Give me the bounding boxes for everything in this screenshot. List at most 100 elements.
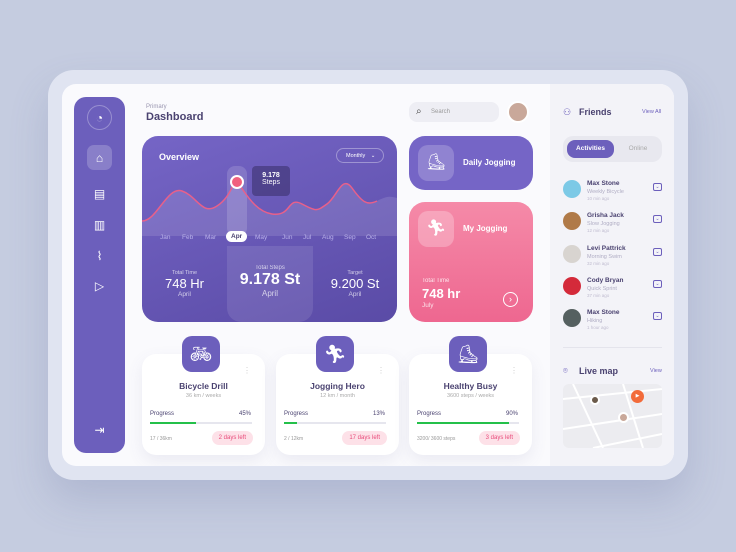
period-dropdown[interactable]: Monthly ⌄ xyxy=(336,148,384,163)
progress-percent: 45% xyxy=(238,411,251,417)
map-roads xyxy=(563,384,662,448)
friends-icon: ⚇ xyxy=(563,107,572,117)
month-label[interactable]: May xyxy=(255,234,268,241)
activity-detail: 3200/ 3600 steps xyxy=(417,436,456,442)
days-left-badge: 3 days left xyxy=(478,431,520,445)
message-icon[interactable]: ⌄ xyxy=(653,183,662,191)
divider xyxy=(563,347,662,348)
more-icon[interactable]: ⋮ xyxy=(377,366,385,375)
friend-map-marker[interactable] xyxy=(590,395,600,405)
month-label[interactable]: Jul xyxy=(303,234,312,241)
overview-title: Overview xyxy=(159,152,200,162)
avatar xyxy=(563,245,581,263)
message-icon[interactable]: ⌄ xyxy=(653,248,662,256)
runner-icon: 🏃︎ xyxy=(418,211,454,247)
my-jogging-label: My Jogging xyxy=(463,224,508,233)
activity-title: Bicycle Drill xyxy=(179,381,228,391)
month-label[interactable]: Aug xyxy=(322,234,334,241)
progress-bar xyxy=(150,422,252,424)
progress-bar xyxy=(417,422,519,424)
chart-tooltip: 9.178 Steps xyxy=(252,166,290,196)
friend-item[interactable]: Max Stone Weekly Bicycle 10 min ago ⌄ xyxy=(563,180,663,204)
chart-icon[interactable]: ▥ xyxy=(93,217,106,232)
overview-card: Overview Monthly ⌄ 9.178 Steps Jan Feb M… xyxy=(142,136,397,322)
days-left-badge: 2 days left xyxy=(211,431,253,445)
bicycle-icon: 🚲︎ xyxy=(182,336,220,372)
dashboard-panel: ◔ ⌂ ▤ ▥ ⌇ ▷ ⇥ Primary Dashboard ⌕ Search… xyxy=(62,84,674,466)
location-pin-icon: ⌾ xyxy=(563,366,568,375)
activity-detail: 2 / 12km xyxy=(284,436,304,442)
activity-card[interactable]: ⛸ ⋮ Healthy Busy 3600 steps / weeks Prog… xyxy=(409,336,532,455)
my-jogging-value: 748 hr xyxy=(422,286,461,301)
view-map-link[interactable]: View xyxy=(650,368,662,374)
play-icon[interactable]: ▷ xyxy=(94,278,105,293)
live-map[interactable]: ▶ xyxy=(563,384,662,448)
friends-title: Friends xyxy=(579,107,612,117)
avatar xyxy=(563,180,581,198)
message-icon[interactable]: ⌄ xyxy=(653,312,662,320)
view-all-link[interactable]: View All xyxy=(642,109,662,115)
tab-activities[interactable]: Activities xyxy=(567,140,614,158)
location-marker-icon[interactable]: ▶ xyxy=(631,390,644,403)
month-label[interactable]: Jun xyxy=(282,234,293,241)
shoe-icon: ⛸ xyxy=(449,336,487,372)
page-subtitle: Primary xyxy=(146,104,167,110)
friend-item[interactable]: Max Stone Hiking 1 hour ago ⌄ xyxy=(563,309,663,333)
month-label[interactable]: Feb xyxy=(182,234,194,241)
my-jogging-card[interactable]: 🏃︎ My Jogging Total Time 748 hr July › xyxy=(409,202,533,322)
search-input[interactable]: ⌕ Search xyxy=(409,102,499,122)
steps-line-chart xyxy=(142,175,397,236)
runner-icon: 🏃︎ xyxy=(316,336,354,372)
message-icon[interactable]: ⌄ xyxy=(653,280,662,288)
document-icon[interactable]: ▤ xyxy=(93,186,106,201)
activity-card[interactable]: 🚲︎ ⋮ Bicycle Drill 36 km / weeks Progres… xyxy=(142,336,265,455)
activity-card[interactable]: 🏃︎ ⋮ Jogging Hero 12 km / month Progress… xyxy=(276,336,399,455)
activity-icon[interactable]: ⌇ xyxy=(96,248,103,263)
live-map-title: Live map xyxy=(579,366,619,376)
sidebar: ◔ ⌂ ▤ ▥ ⌇ ▷ ⇥ xyxy=(74,97,125,453)
my-jogging-sub: July xyxy=(422,302,434,309)
page-title: Dashboard xyxy=(146,111,204,123)
month-label[interactable]: Jan xyxy=(160,234,171,241)
period-value: Monthly xyxy=(346,153,366,159)
more-icon[interactable]: ⋮ xyxy=(510,366,518,375)
friend-map-marker[interactable] xyxy=(618,412,629,423)
avatar xyxy=(563,309,581,327)
stat-total-steps: Total Steps 9.178 St April xyxy=(239,265,301,298)
month-label[interactable]: Mar xyxy=(205,234,217,241)
user-avatar[interactable] xyxy=(507,101,529,123)
message-icon[interactable]: ⌄ xyxy=(653,215,662,223)
days-left-badge: 17 days left xyxy=(342,431,387,445)
month-label[interactable]: Sep xyxy=(344,234,356,241)
logout-icon[interactable]: ⇥ xyxy=(94,422,105,437)
arrow-right-icon[interactable]: › xyxy=(503,292,518,307)
progress-percent: 90% xyxy=(505,411,518,417)
chevron-down-icon: ⌄ xyxy=(370,153,376,159)
bell-icon[interactable]: ◔ xyxy=(87,105,112,130)
total-steps-highlight xyxy=(227,246,313,322)
my-jogging-time-label: Total Time xyxy=(422,278,450,284)
progress-bar xyxy=(284,422,386,424)
friend-item[interactable]: Grisha Jack Slow Jogging 12 min ago ⌄ xyxy=(563,212,663,236)
month-label-selected[interactable]: Apr xyxy=(226,231,248,242)
stat-total-time: Total Time 748 Hr April xyxy=(164,270,205,298)
progress-label: Progress xyxy=(150,411,175,417)
activity-subtitle: 36 km / weeks xyxy=(185,393,222,399)
more-icon[interactable]: ⋮ xyxy=(243,366,251,375)
search-icon: ⌕ xyxy=(416,106,422,117)
selected-point[interactable] xyxy=(230,175,244,189)
tab-online[interactable]: Online xyxy=(628,145,648,152)
avatar xyxy=(563,277,581,295)
daily-jogging-label: Daily Jogging xyxy=(463,158,516,167)
activity-subtitle: 3600 steps / weeks xyxy=(446,393,495,399)
home-icon[interactable]: ⌂ xyxy=(87,145,112,170)
month-label[interactable]: Oct xyxy=(366,234,377,241)
activity-title: Jogging Hero xyxy=(310,381,365,391)
tooltip-unit: Steps xyxy=(262,179,280,186)
daily-jogging-card[interactable]: ⛸ Daily Jogging xyxy=(409,136,533,190)
friend-item[interactable]: Levi Pattrick Morning Swim 32 min ago ⌄ xyxy=(563,245,663,269)
activity-detail: 17 / 36km xyxy=(150,436,172,442)
friend-item[interactable]: Cody Bryan Quick Sprint 37 min ago ⌄ xyxy=(563,277,663,301)
progress-label: Progress xyxy=(417,411,442,417)
friends-panel: ⚇ Friends View All Activities Online Max… xyxy=(550,84,674,466)
